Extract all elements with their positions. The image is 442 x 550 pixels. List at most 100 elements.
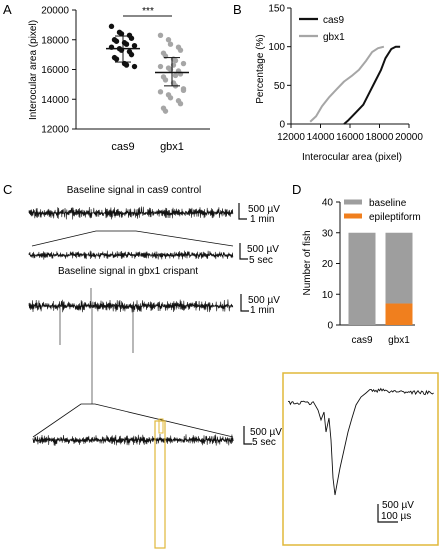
panel-a-point-gbx1 — [157, 63, 164, 70]
panel-label-a: A — [3, 2, 12, 17]
scalebar-2-lines — [239, 243, 248, 260]
panel-label-c: C — [3, 182, 12, 197]
panel-a-point-cas9 — [123, 62, 130, 68]
panel-b-x-tick-label: 14000 — [307, 132, 335, 143]
panel-a-point-cas9 — [123, 41, 130, 47]
scalebar-4-voltage: 500 µV — [250, 427, 282, 438]
panel-a-point-cas9 — [118, 31, 125, 37]
scalebar-4-lines — [243, 426, 252, 445]
scalebar-5: 500 µV 100 µs — [377, 500, 414, 523]
panel-a-y-tick-label: 16000 — [41, 65, 69, 76]
panel-a-point-cas9 — [108, 23, 115, 30]
inset-event-trace — [287, 387, 434, 496]
scalebar-1-lines — [238, 203, 247, 220]
legend-gbx1-label: gbx1 — [323, 32, 345, 43]
scalebar-5-voltage: 500 µV — [382, 500, 414, 511]
trace-gbx1-1min — [28, 288, 234, 404]
panel-d-bar: 0 10 20 30 40 Number of fish cas9 gbx1 baseli… — [302, 198, 421, 347]
scalebar-2: 500 µV 5 sec — [239, 243, 279, 266]
legend-cas9-label: cas9 — [323, 15, 345, 26]
panel-b-y-tick-label: 100 — [268, 42, 285, 53]
highlight-box-event — [158, 418, 164, 434]
scalebar-5-time: 100 µs — [381, 511, 411, 522]
scalebar-1-time: 1 min — [250, 214, 274, 225]
trace-title-gbx1: Baseline signal in gbx1 crispant — [58, 266, 198, 277]
panel-a-point-gbx1 — [157, 32, 164, 38]
panel-d-y-label: Number of fish — [302, 230, 313, 295]
panel-a-y-tick-label: 18000 — [41, 35, 69, 46]
scalebar-3: 500 µV 1 min — [240, 294, 280, 316]
panel-b-x-tick-label: 18000 — [366, 132, 394, 143]
panel-a-point-gbx1 — [177, 47, 184, 53]
zoom-lines-cas9 — [31, 230, 234, 247]
panel-a-point-gbx1 — [165, 37, 172, 43]
panel-b-y-tick-label: 50 — [274, 81, 286, 92]
legend-baseline-label: baseline — [369, 198, 407, 209]
panel-a-point-gbx1 — [157, 89, 164, 95]
panel-d-y-tick-label: 10 — [322, 290, 334, 301]
panel-a-point-cas9 — [128, 51, 135, 58]
panel-b-series-gbx1 — [309, 45, 385, 123]
scalebar-4-time: 5 sec — [252, 437, 276, 448]
panel-a-point-cas9 — [131, 63, 138, 70]
scalebar-3-time: 1 min — [250, 305, 274, 316]
panel-b-y-tick-label: 150 — [268, 4, 285, 15]
highlight-box-trace — [154, 420, 166, 549]
panel-a-point-gbx1 — [180, 87, 187, 94]
panel-d-bar-gbx1-baseline — [385, 232, 413, 304]
panel-a-significance: *** — [142, 6, 154, 17]
panel-a-point-gbx1 — [180, 60, 187, 67]
panel-a-y-tick-label: 20000 — [41, 6, 69, 17]
panel-a-category-gbx1: gbx1 — [160, 141, 184, 153]
legend-epileptiform-label: epileptiform — [369, 212, 421, 223]
scalebar-4: 500 µV 5 sec — [243, 426, 282, 448]
panel-d-y-tick-label: 40 — [322, 198, 334, 209]
panel-a-point-gbx1 — [167, 95, 174, 101]
panel-d-bar-cas9-baseline — [348, 232, 376, 325]
panel-d-y-tick-label: 20 — [322, 259, 334, 270]
panel-b-x-label: Interocular area (pixel) — [302, 152, 402, 163]
panel-a-y-label: Interocular area (pixel) — [28, 20, 39, 120]
scalebar-3-lines — [240, 294, 249, 312]
panel-d-category-cas9: cas9 — [351, 335, 373, 346]
panel-a-y-tick-label: 12000 — [41, 125, 69, 136]
scalebar-1-voltage: 500 µV — [248, 204, 280, 215]
panel-a-point-gbx1 — [167, 41, 174, 47]
panel-b-y-tick-label: 0 — [279, 120, 285, 131]
panel-d-category-gbx1: gbx1 — [388, 335, 410, 346]
panel-a-point-gbx1 — [177, 101, 184, 107]
panel-d-legend: baseline epileptiform — [344, 198, 421, 223]
panel-d-bar-gbx1-epileptiform — [385, 303, 413, 325]
panel-d-y-tick-label: 30 — [322, 228, 334, 239]
trace-cas9-1min — [28, 206, 234, 220]
scalebar-3-voltage: 500 µV — [248, 295, 280, 306]
panel-b-legend: cas9 gbx1 — [299, 15, 345, 43]
panel-a-point-gbx1 — [162, 77, 169, 83]
panel-b-x-tick-label: 12000 — [277, 132, 305, 143]
scalebar-2-voltage: 500 µV — [247, 244, 279, 255]
panel-a-y-tick-label: 14000 — [41, 95, 69, 106]
panel-b-x-tick-label: 16000 — [336, 132, 364, 143]
panel-d-y-tick-label: 0 — [327, 321, 333, 332]
panel-b-x-tick-label: 20000 — [395, 132, 423, 143]
trace-cas9-5sec — [28, 250, 234, 260]
panel-a-point-gbx1 — [172, 57, 179, 64]
panel-a-point-cas9 — [128, 35, 135, 41]
panel-b-y-label: Percentage (%) — [255, 34, 266, 103]
scalebar-5-lines — [377, 504, 398, 523]
trace-gbx1-5sec — [32, 434, 234, 446]
panel-a-scatter: 12000 14000 16000 18000 20000 Interocular ar… — [28, 6, 210, 153]
scalebar-2-time: 5 sec — [249, 255, 273, 266]
panel-label-b: B — [233, 2, 242, 17]
panel-a-point-cas9 — [113, 38, 120, 44]
panel-b-line: 0 50 100 150 12000 14000 16000 18000 20000 Perc… — [255, 4, 423, 164]
panel-b-series-cas9 — [343, 45, 401, 125]
panel-a-point-cas9 — [113, 56, 120, 62]
panel-a-category-cas9: cas9 — [111, 141, 134, 153]
inset-frame — [282, 372, 439, 546]
panel-a-point-cas9 — [131, 43, 138, 49]
trace-title-cas9: Baseline signal in cas9 control — [67, 185, 202, 196]
zoom-lines-gbx1 — [32, 403, 234, 438]
panel-a-point-gbx1 — [172, 72, 179, 79]
